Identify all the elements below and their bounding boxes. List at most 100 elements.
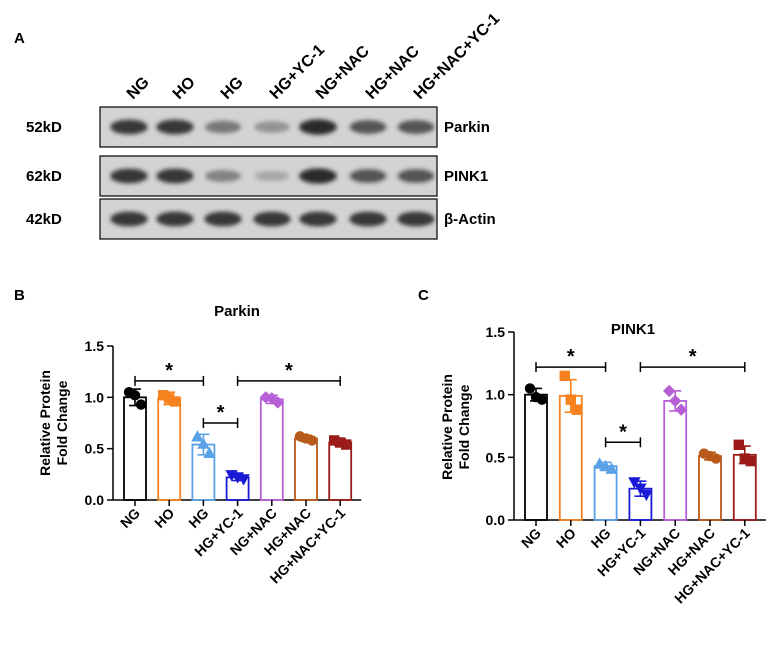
panel-label-c: C (418, 287, 429, 304)
blot-band (299, 211, 337, 227)
x-tick-label: NG (117, 505, 143, 531)
blot-row (99, 198, 438, 240)
x-tick-label: NG (518, 525, 544, 551)
blot-band (205, 170, 241, 182)
protein-label: Parkin (444, 119, 490, 136)
molecular-weight-label: 62kD (26, 168, 62, 185)
data-point (135, 399, 147, 410)
data-point (530, 391, 542, 403)
data-point (599, 459, 612, 472)
bar (593, 465, 618, 521)
western-blot: NG HO HG HG+YC-1NG+NACHG+NACHG+NAC+YC-152kD… (26, 10, 504, 240)
blot-row (99, 155, 438, 197)
blot-band (204, 120, 242, 134)
y-tick-label: 0.0 (85, 492, 105, 508)
blot-band (349, 169, 387, 183)
y-axis-label-line: Relative Protein (37, 370, 53, 476)
x-tick-label: HG (588, 525, 614, 551)
data-point (565, 394, 576, 405)
blot-band (110, 168, 148, 184)
data-point (335, 437, 346, 448)
blot-band (110, 211, 148, 227)
significance-marker: * (689, 346, 697, 368)
blot-band (349, 120, 387, 134)
protein-label: β-Actin (444, 211, 496, 228)
chart-title: Parkin (214, 303, 260, 320)
data-point (634, 483, 647, 495)
data-point (164, 393, 175, 404)
data-point (191, 430, 204, 442)
significance-marker: * (619, 421, 627, 443)
y-tick-label: 1.5 (486, 324, 506, 340)
bar (663, 400, 688, 521)
blot-band (299, 119, 337, 135)
molecular-weight-label: 42kD (26, 211, 62, 228)
blot-band (156, 119, 194, 135)
data-point (129, 390, 141, 401)
bar (123, 396, 147, 501)
significance-marker: * (217, 402, 225, 424)
molecular-weight-label: 52kD (26, 119, 62, 136)
y-tick-label: 0.5 (486, 449, 506, 465)
blot-band (349, 211, 387, 227)
y-tick-label: 1.5 (85, 338, 105, 354)
significance-marker: * (165, 360, 173, 382)
pink1-bar-chart: PINK1 Relative Protein Fold Change 0.0 0.5 1.… (439, 321, 766, 607)
lane-label: HG (218, 74, 247, 103)
blot-band (299, 168, 337, 184)
lane-label: HG+NAC+YC-1 (411, 10, 504, 103)
data-point (341, 439, 352, 450)
data-point (628, 477, 641, 489)
data-point (571, 404, 582, 415)
chart-title: PINK1 (611, 321, 655, 338)
bar (698, 455, 722, 521)
y-axis-label: Relative Protein Fold Change (37, 370, 70, 476)
y-tick-label: 1.0 (85, 389, 105, 405)
data-point (265, 392, 278, 405)
blot-band (254, 121, 290, 133)
significance-marker: * (285, 360, 293, 382)
panel-label-b: B (14, 287, 25, 304)
y-tick-label: 0.5 (85, 441, 105, 457)
y-axis-label: Relative Protein Fold Change (439, 374, 472, 480)
bar (259, 398, 284, 501)
x-tick-label: HO (151, 505, 177, 531)
data-point (203, 446, 216, 458)
data-point (231, 472, 244, 484)
bar (294, 437, 318, 501)
data-point (559, 370, 570, 382)
blot-band (204, 211, 242, 227)
blot-band (254, 170, 290, 182)
data-point (675, 403, 688, 416)
data-point (704, 450, 716, 462)
parkin-bar-chart: Parkin Relative Protein Fold Change 0.0 0.5 1… (37, 303, 362, 587)
significance-marker: * (567, 346, 575, 368)
panel-label-a: A (14, 30, 25, 47)
protein-label: PINK1 (444, 168, 488, 185)
blot-band (156, 168, 194, 184)
lane-label: NG (124, 74, 153, 103)
data-point (197, 437, 210, 449)
blot-band (110, 119, 148, 135)
blot-band (156, 211, 194, 227)
data-point (170, 396, 181, 407)
data-point (329, 435, 340, 446)
data-point (745, 455, 756, 467)
y-tick-label: 0.0 (486, 512, 506, 528)
blot-band (397, 169, 435, 183)
data-point (669, 394, 682, 408)
bar (524, 393, 548, 521)
y-tick-label: 1.0 (486, 387, 506, 403)
blot-band (253, 211, 291, 227)
blot-band (397, 120, 435, 134)
data-point (739, 453, 750, 464)
data-point (524, 383, 536, 394)
x-tick-label: HO (553, 525, 579, 551)
data-point (158, 390, 169, 401)
data-point (300, 433, 312, 444)
lane-label: HO (170, 74, 199, 103)
blot-row (99, 106, 438, 148)
y-axis-label-line: Fold Change (456, 384, 472, 469)
data-point (733, 439, 744, 450)
